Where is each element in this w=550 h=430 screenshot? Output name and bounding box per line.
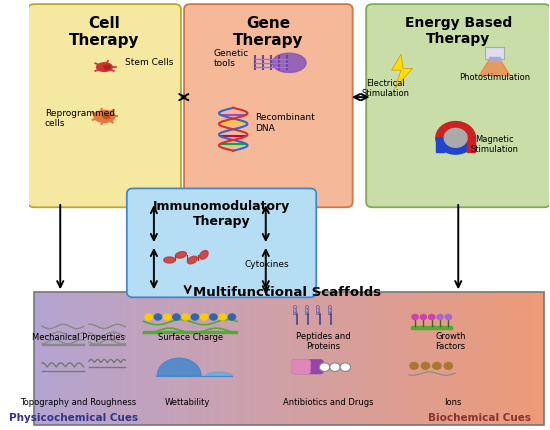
Text: Magnetic
Stimulation: Magnetic Stimulation	[471, 135, 519, 154]
Circle shape	[428, 314, 435, 319]
FancyBboxPatch shape	[184, 4, 353, 207]
Text: Energy Based
Therapy: Energy Based Therapy	[405, 16, 512, 46]
Ellipse shape	[188, 256, 197, 264]
Circle shape	[340, 363, 350, 372]
Text: Electrical
Stimulation: Electrical Stimulation	[361, 79, 409, 98]
Bar	[467, 138, 475, 151]
Polygon shape	[479, 59, 510, 76]
Text: Ions: Ions	[444, 398, 462, 407]
Circle shape	[444, 362, 453, 369]
Text: RGD: RGD	[328, 303, 333, 313]
Circle shape	[155, 314, 162, 320]
Text: Cytokines: Cytokines	[245, 260, 289, 269]
Wedge shape	[444, 129, 467, 147]
Circle shape	[191, 314, 199, 320]
Bar	[436, 138, 444, 151]
Ellipse shape	[175, 252, 186, 258]
Bar	[42, 344, 84, 345]
Text: Surface Charge: Surface Charge	[158, 333, 223, 342]
Circle shape	[320, 363, 330, 372]
Text: Wettability: Wettability	[165, 398, 211, 407]
Polygon shape	[392, 54, 412, 89]
Circle shape	[421, 362, 430, 369]
Circle shape	[228, 314, 235, 320]
Text: Immunomodulatory
Therapy: Immunomodulatory Therapy	[153, 200, 290, 228]
Bar	[411, 326, 452, 329]
Circle shape	[163, 314, 171, 320]
FancyBboxPatch shape	[292, 360, 310, 374]
Text: Peptides and
Proteins: Peptides and Proteins	[296, 332, 350, 351]
Circle shape	[446, 314, 452, 319]
Text: Cell
Therapy: Cell Therapy	[69, 16, 140, 48]
Circle shape	[219, 314, 227, 320]
Circle shape	[412, 314, 418, 319]
Ellipse shape	[200, 251, 208, 259]
Bar	[34, 292, 544, 425]
Wedge shape	[436, 138, 475, 154]
Circle shape	[330, 363, 340, 372]
Bar	[485, 46, 504, 58]
Text: Biochemical Cues: Biochemical Cues	[427, 413, 531, 423]
Circle shape	[182, 314, 189, 320]
Text: Antibiotics and Drugs: Antibiotics and Drugs	[283, 398, 373, 407]
Text: Genetic
tools: Genetic tools	[214, 49, 249, 68]
Text: Photostimulation: Photostimulation	[459, 74, 530, 82]
FancyBboxPatch shape	[292, 360, 323, 374]
Text: Reprogrammed
cells: Reprogrammed cells	[45, 109, 115, 128]
Text: RGD: RGD	[294, 303, 299, 313]
Bar	[89, 344, 125, 345]
Text: Recombinant
DNA: Recombinant DNA	[255, 113, 315, 132]
Text: Physicochemical Cues: Physicochemical Cues	[9, 413, 138, 423]
Circle shape	[410, 362, 418, 369]
Text: Topography and Roughness: Topography and Roughness	[20, 398, 136, 407]
Circle shape	[420, 314, 426, 319]
Ellipse shape	[103, 114, 110, 119]
Circle shape	[437, 314, 443, 319]
Text: Growth
Factors: Growth Factors	[435, 332, 466, 351]
Ellipse shape	[94, 111, 115, 123]
Circle shape	[173, 314, 180, 320]
Text: Mechanical Properties: Mechanical Properties	[32, 333, 125, 342]
Ellipse shape	[164, 257, 175, 263]
Text: RGD: RGD	[305, 303, 310, 313]
Bar	[144, 331, 237, 333]
Circle shape	[145, 314, 152, 320]
FancyBboxPatch shape	[366, 4, 550, 207]
Circle shape	[201, 314, 208, 320]
Circle shape	[210, 314, 217, 320]
Bar	[490, 57, 500, 61]
Text: Stem Cells: Stem Cells	[125, 58, 174, 68]
Text: Gene
Therapy: Gene Therapy	[233, 16, 304, 48]
Ellipse shape	[272, 53, 306, 73]
Wedge shape	[436, 122, 475, 138]
FancyBboxPatch shape	[28, 4, 181, 207]
Text: RGD: RGD	[317, 303, 322, 313]
Text: Multifunctional Scaffolds: Multifunctional Scaffolds	[192, 286, 381, 298]
Ellipse shape	[104, 65, 110, 69]
Circle shape	[433, 362, 441, 369]
Ellipse shape	[97, 63, 112, 71]
FancyBboxPatch shape	[127, 188, 316, 297]
